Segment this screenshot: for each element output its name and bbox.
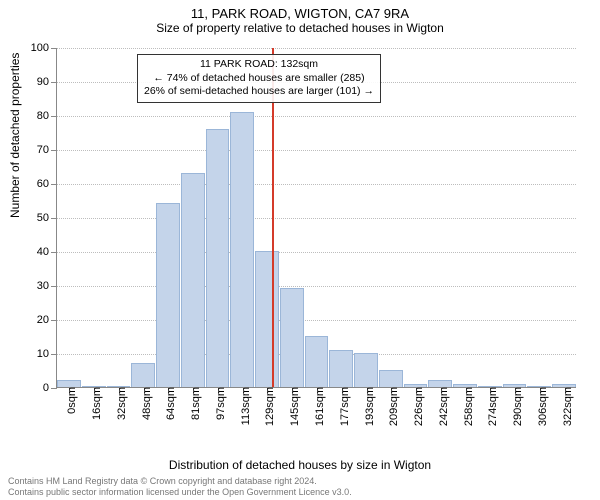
x-tick-label: 306sqm xyxy=(531,387,549,426)
y-tick-label: 40 xyxy=(37,246,57,258)
x-tick-label: 258sqm xyxy=(457,387,475,426)
y-tick-label: 80 xyxy=(37,110,57,122)
x-tick-label: 209sqm xyxy=(382,387,400,426)
footer-line2: Contains public sector information licen… xyxy=(8,487,352,498)
y-tick-label: 100 xyxy=(31,42,57,54)
x-tick-label: 113sqm xyxy=(234,387,252,425)
annotation-line2: ← 74% of detached houses are smaller (28… xyxy=(144,72,374,86)
bar xyxy=(305,336,329,387)
y-axis-label: Number of detached properties xyxy=(8,53,22,218)
bar xyxy=(329,350,353,387)
gridline xyxy=(57,184,576,185)
gridline xyxy=(57,116,576,117)
chart-container: 11, PARK ROAD, WIGTON, CA7 9RA Size of p… xyxy=(0,0,600,500)
y-tick-label: 90 xyxy=(37,76,57,88)
x-tick-label: 0sqm xyxy=(60,387,78,414)
gridline xyxy=(57,150,576,151)
x-tick-label: 64sqm xyxy=(159,387,177,420)
bar xyxy=(181,173,205,387)
x-tick-label: 145sqm xyxy=(283,387,301,426)
x-tick-label: 16sqm xyxy=(85,387,103,420)
gridline xyxy=(57,320,576,321)
bar xyxy=(206,129,230,387)
chart-title: 11, PARK ROAD, WIGTON, CA7 9RA xyxy=(0,0,600,21)
x-axis-label: Distribution of detached houses by size … xyxy=(0,458,600,472)
bar xyxy=(379,370,403,387)
x-tick-label: 129sqm xyxy=(258,387,276,426)
y-tick-label: 50 xyxy=(37,212,57,224)
x-tick-label: 32sqm xyxy=(110,387,128,420)
footer-attribution: Contains HM Land Registry data © Crown c… xyxy=(8,476,352,498)
annotation-line3: 26% of semi-detached houses are larger (… xyxy=(144,85,374,99)
x-tick-label: 322sqm xyxy=(556,387,574,426)
x-tick-label: 242sqm xyxy=(432,387,450,426)
gridline xyxy=(57,218,576,219)
bar xyxy=(280,288,304,387)
bar xyxy=(230,112,254,387)
bar xyxy=(255,251,279,387)
gridline xyxy=(57,48,576,49)
x-tick-label: 161sqm xyxy=(308,387,326,426)
gridline xyxy=(57,252,576,253)
x-tick-label: 193sqm xyxy=(358,387,376,426)
x-tick-label: 226sqm xyxy=(407,387,425,426)
y-tick-label: 20 xyxy=(37,314,57,326)
x-tick-label: 97sqm xyxy=(209,387,227,420)
x-tick-label: 274sqm xyxy=(481,387,499,426)
y-tick-label: 0 xyxy=(43,382,57,394)
y-tick-label: 10 xyxy=(37,348,57,360)
plot-area: 01020304050607080901000sqm16sqm32sqm48sq… xyxy=(56,48,576,388)
bar xyxy=(428,380,452,387)
bar xyxy=(156,203,180,387)
annotation-box: 11 PARK ROAD: 132sqm← 74% of detached ho… xyxy=(137,54,381,103)
bar xyxy=(354,353,378,387)
x-tick-label: 81sqm xyxy=(184,387,202,420)
gridline xyxy=(57,286,576,287)
x-tick-label: 177sqm xyxy=(333,387,351,426)
footer-line1: Contains HM Land Registry data © Crown c… xyxy=(8,476,352,487)
bar xyxy=(131,363,155,387)
x-tick-label: 290sqm xyxy=(506,387,524,426)
annotation-line1: 11 PARK ROAD: 132sqm xyxy=(144,58,374,72)
x-tick-label: 48sqm xyxy=(135,387,153,420)
bar xyxy=(57,380,81,387)
y-tick-label: 70 xyxy=(37,144,57,156)
y-tick-label: 30 xyxy=(37,280,57,292)
y-tick-label: 60 xyxy=(37,178,57,190)
chart-subtitle: Size of property relative to detached ho… xyxy=(0,21,600,39)
